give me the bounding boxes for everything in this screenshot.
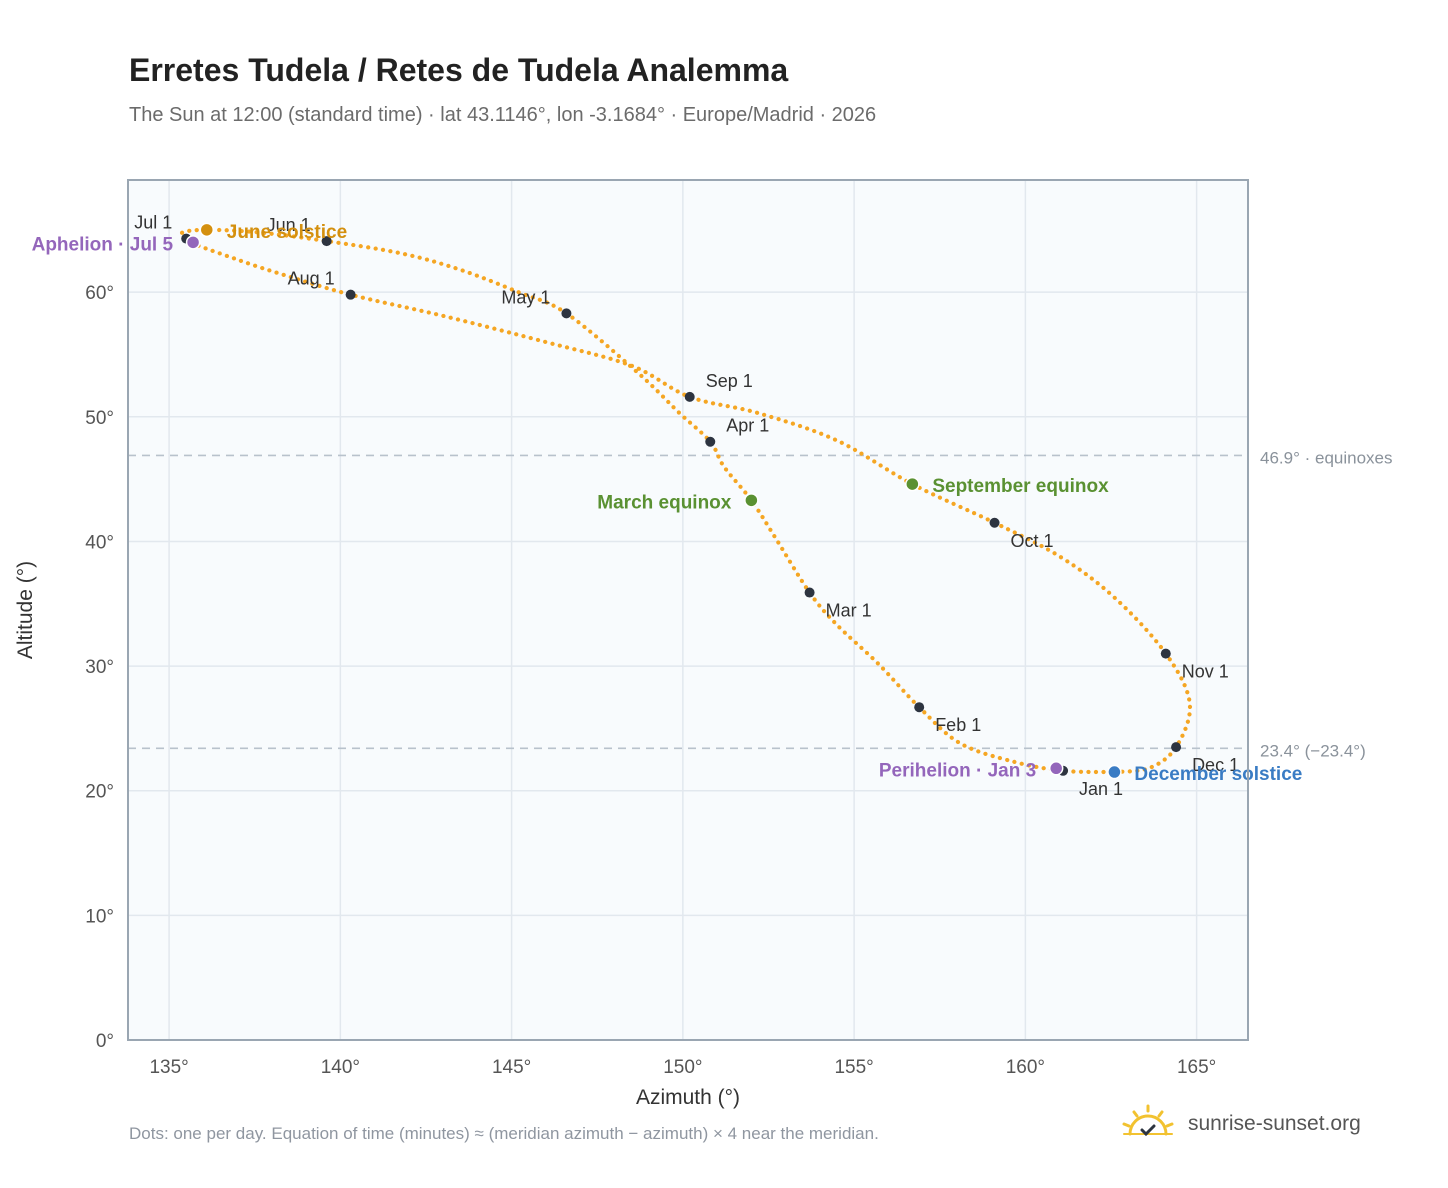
y-axis-label: Altitude (°) xyxy=(14,561,37,659)
month-label: Feb 1 xyxy=(935,715,981,735)
month-marker xyxy=(345,289,356,300)
event-markers: June solstice December solstice March equi… xyxy=(32,222,1303,785)
event-label: Perihelion · Jan 3 xyxy=(879,760,1036,781)
month-marker xyxy=(684,391,695,402)
x-tick-label: 140° xyxy=(321,1057,360,1078)
x-tick-label: 145° xyxy=(492,1057,531,1078)
month-label: Dec 1 xyxy=(1192,755,1239,775)
month-marker xyxy=(1160,648,1171,659)
month-label: Apr 1 xyxy=(726,416,769,436)
brand[interactable]: sunrise-sunset.org xyxy=(1120,1102,1361,1146)
plot-area xyxy=(128,180,1248,1040)
y-tick-label: 30° xyxy=(85,657,114,678)
month-label: Mar 1 xyxy=(826,601,872,621)
y-tick-label: 10° xyxy=(85,906,114,927)
event-label: March equinox xyxy=(597,492,732,513)
event-label: December solstice xyxy=(1134,764,1302,785)
event-label: September equinox xyxy=(932,476,1109,497)
y-tick-label: 40° xyxy=(85,532,114,553)
month-marker xyxy=(914,702,925,713)
month-label: Sep 1 xyxy=(706,371,753,391)
month-label: May 1 xyxy=(501,287,550,307)
x-tick-label: 160° xyxy=(1006,1057,1045,1078)
month-label: Jul 1 xyxy=(134,213,172,233)
event-marker xyxy=(905,476,920,492)
y-tick-label: 0° xyxy=(96,1031,114,1052)
month-label: Oct 1 xyxy=(1011,531,1054,551)
month-label: Jun 1 xyxy=(267,215,311,235)
month-markers: Jan 1 Feb 1 Mar 1 Apr 1 May 1 Jun 1 Jul 1 Aug 1… xyxy=(134,213,1239,799)
x-axis-label: Azimuth (°) xyxy=(636,1086,740,1109)
x-tick-label: 150° xyxy=(663,1057,702,1078)
month-marker xyxy=(561,308,572,319)
axis-ticks: 135° 140° 145° 150° 155° 160° 165° 0° 10° 20° 30° 4… xyxy=(85,283,1216,1078)
month-label: Nov 1 xyxy=(1182,662,1229,682)
y-tick-label: 60° xyxy=(85,283,114,304)
event-marker xyxy=(199,222,215,238)
event-label: June solstice xyxy=(227,222,347,243)
event-label: Aphelion · Jul 5 xyxy=(32,234,174,255)
month-marker xyxy=(804,587,815,598)
event-marker xyxy=(1048,761,1064,776)
month-marker xyxy=(705,436,716,447)
x-tick-label: 165° xyxy=(1177,1057,1216,1078)
month-label: Jan 1 xyxy=(1079,779,1123,799)
y-tick-label: 20° xyxy=(85,782,114,803)
sun-logo-icon xyxy=(1122,1104,1174,1137)
reference-line-label: 46.9° · equinoxes xyxy=(1260,448,1393,467)
event-marker xyxy=(744,493,759,508)
x-tick-label: 135° xyxy=(149,1057,188,1078)
event-marker xyxy=(185,235,201,250)
brand-name[interactable]: sunrise-sunset.org xyxy=(1188,1112,1361,1135)
month-marker xyxy=(321,236,332,247)
month-label: Aug 1 xyxy=(288,269,335,289)
reference-lines: 46.9° · equinoxes 23.4° (−23.4°) xyxy=(128,448,1393,760)
month-marker xyxy=(989,517,1000,528)
chart-title: Erretes Tudela / Retes de Tudela Analemm… xyxy=(129,52,789,88)
x-tick-label: 155° xyxy=(834,1057,873,1078)
plot-frame xyxy=(127,179,1249,1041)
chart-subtitle: The Sun at 12:00 (standard time) · lat 4… xyxy=(129,104,877,126)
footnote: Dots: one per day. Equation of time (min… xyxy=(129,1124,879,1143)
month-marker xyxy=(1171,742,1182,753)
event-marker xyxy=(1107,764,1122,780)
y-tick-label: 50° xyxy=(85,408,114,429)
reference-line-label: 23.4° (−23.4°) xyxy=(1260,741,1366,760)
